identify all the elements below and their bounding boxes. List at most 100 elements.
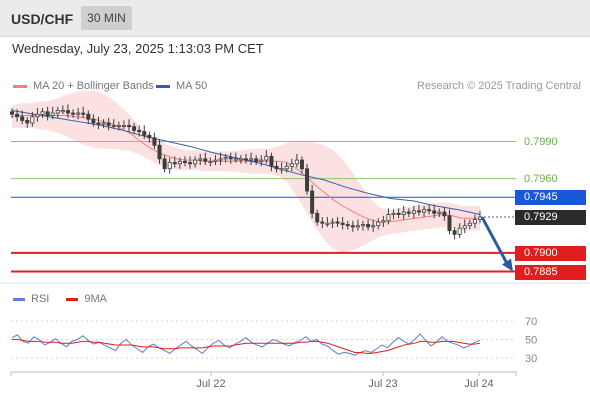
candle-body xyxy=(25,120,30,124)
candle-body xyxy=(76,112,81,115)
candle-body xyxy=(243,158,248,161)
candle-body xyxy=(71,112,76,115)
candle-body xyxy=(437,211,442,214)
last-price-tag: 0.7929 xyxy=(515,210,586,225)
bollinger-swatch xyxy=(13,84,27,88)
candle-body xyxy=(106,122,111,126)
candle-body xyxy=(442,211,447,217)
candle-body xyxy=(40,111,45,115)
candle-body xyxy=(371,225,376,228)
timestamp: Wednesday, July 23, 2025 1:13:03 PM CET xyxy=(12,41,264,56)
candle-body xyxy=(310,190,315,214)
candle-body xyxy=(30,116,35,124)
candle-body xyxy=(162,158,167,170)
support-tag-0900: 0.7900 xyxy=(515,246,586,261)
rsi-ma-swatch xyxy=(66,297,79,301)
level-label-0960: 0.7960 xyxy=(524,173,558,185)
bollinger-band-fill xyxy=(12,90,480,253)
candle-body xyxy=(233,158,238,161)
candle-body xyxy=(294,159,299,165)
candle-body xyxy=(284,165,289,170)
candle-body xyxy=(299,159,304,170)
candle-body xyxy=(406,211,411,214)
timeframe-button[interactable]: 30 MIN xyxy=(81,6,132,30)
legend-ma50-label: MA 50 xyxy=(176,80,208,92)
candle-body xyxy=(121,125,126,128)
candle-body xyxy=(259,159,264,162)
legend-ma50: MA 50 xyxy=(156,80,207,92)
candle-body xyxy=(254,158,259,162)
candle-body xyxy=(447,215,452,232)
rsi-legend-label: RSI xyxy=(31,293,50,305)
candle-body xyxy=(315,212,320,223)
candle-body xyxy=(340,222,345,225)
candle-body xyxy=(269,155,274,167)
candle-body xyxy=(60,110,65,113)
candle-body xyxy=(101,122,106,125)
legend-bollinger-label: MA 20 + Bollinger Bands xyxy=(33,80,154,92)
ma50-swatch xyxy=(156,84,170,88)
candle-body xyxy=(157,144,162,160)
legend-bollinger: MA 20 + Bollinger Bands xyxy=(13,80,154,92)
candle-body xyxy=(147,134,152,139)
candle-body xyxy=(345,224,350,227)
candle-body xyxy=(9,111,14,115)
candle-body xyxy=(238,158,243,161)
candle-body xyxy=(96,122,101,125)
candle-body xyxy=(172,162,177,165)
candle-body xyxy=(432,210,437,214)
candle-body xyxy=(289,163,294,167)
credit-text: Research © 2025 Trading Central xyxy=(416,80,581,92)
candle-body xyxy=(274,165,279,170)
candle-body xyxy=(325,222,330,225)
candle-body xyxy=(279,168,284,171)
candle-body xyxy=(193,159,198,165)
rsi-ma-line xyxy=(12,339,481,354)
candle-body xyxy=(142,131,147,136)
x-tick-label: Jul 23 xyxy=(368,378,397,390)
candle-body xyxy=(65,110,70,114)
candle-body xyxy=(376,221,381,227)
candle-body xyxy=(335,221,340,224)
forecast-arrow-shaft xyxy=(480,216,509,265)
candle-body xyxy=(213,159,218,162)
candle-body xyxy=(127,125,132,128)
candle-body xyxy=(35,113,40,118)
candle-body xyxy=(411,210,416,214)
candle-body xyxy=(15,113,20,118)
candle-body xyxy=(182,160,187,163)
candle-body xyxy=(422,209,427,213)
candle-body xyxy=(137,129,142,132)
candle-body xyxy=(355,225,360,228)
candle-body xyxy=(457,227,462,235)
rsi-tick-label-70: 70 xyxy=(525,316,537,328)
rsi-tick-label-30: 30 xyxy=(525,353,537,365)
candle-body xyxy=(427,209,432,212)
candle-body xyxy=(305,168,310,192)
candle-body xyxy=(167,162,172,170)
chart-header: USD/CHF 30 MIN xyxy=(0,0,590,37)
candle-body xyxy=(177,160,182,165)
forecast-arrow-head xyxy=(502,258,513,272)
candle-body xyxy=(366,224,371,228)
candle-body xyxy=(50,112,55,116)
rsi-tick-label-50: 50 xyxy=(525,335,537,347)
rsi-ma-legend-label: 9MA xyxy=(84,293,108,305)
candle-body xyxy=(86,113,91,120)
candle-body xyxy=(116,125,121,128)
candle-body xyxy=(152,137,157,146)
candle-body xyxy=(467,222,472,227)
candle-body xyxy=(330,221,335,224)
candle-body xyxy=(228,157,233,160)
candle-body xyxy=(20,116,25,121)
candle-body xyxy=(416,210,421,213)
candle-body xyxy=(381,220,386,223)
symbol-title: USD/CHF xyxy=(11,11,74,27)
candle-body xyxy=(452,230,457,235)
x-tick-label: Jul 22 xyxy=(196,378,225,390)
candle-body xyxy=(320,221,325,224)
candle-body xyxy=(188,162,193,165)
candle-body xyxy=(218,158,223,161)
candle-body xyxy=(249,158,254,161)
